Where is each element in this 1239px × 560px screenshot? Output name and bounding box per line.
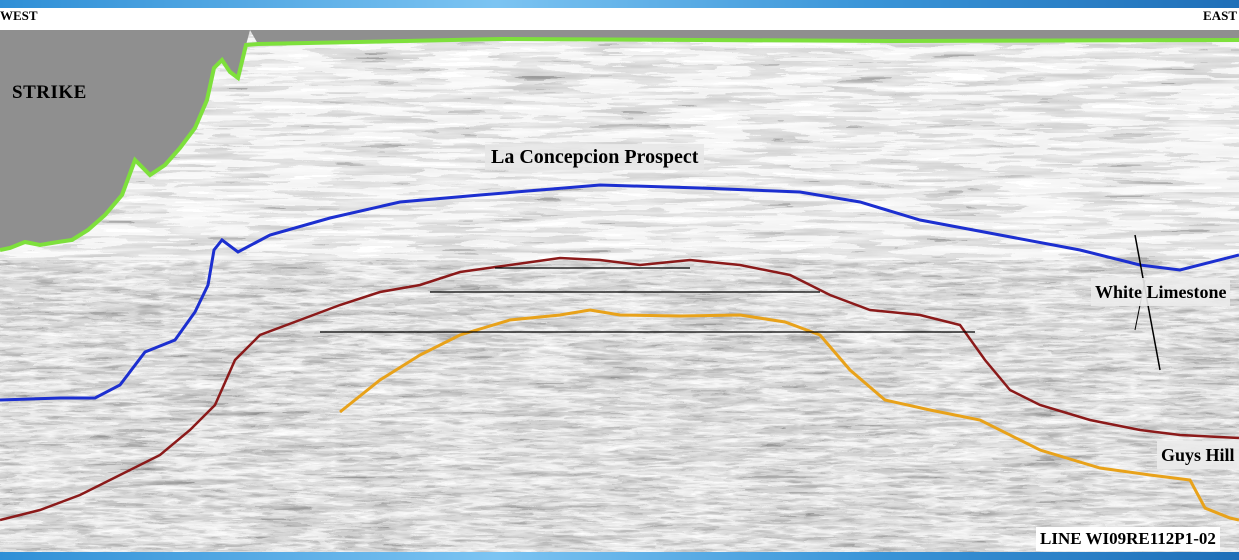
prospect-label: La Concepcion Prospect xyxy=(485,144,705,170)
white-limestone-label: White Limestone xyxy=(1091,278,1231,306)
east-direction-label: EAST xyxy=(1203,8,1237,23)
deep-horizon xyxy=(339,308,1239,522)
seismic-section xyxy=(0,30,1239,552)
seismic-texture-deep xyxy=(0,260,1239,552)
white-limestone-horizon xyxy=(0,183,1239,402)
water-column xyxy=(0,30,250,250)
strike-label: STRIKE xyxy=(12,82,87,103)
guys-hill-label: Guys Hill xyxy=(1157,441,1239,469)
header-strip xyxy=(0,8,1239,30)
west-direction-label: WEST xyxy=(0,8,38,23)
top-frame-border xyxy=(0,0,1239,8)
guys-hill-horizon xyxy=(0,256,1239,522)
line-id-label: LINE WI09RE112P1-02 xyxy=(1036,527,1220,551)
bottom-frame-border xyxy=(0,552,1239,560)
seafloor-horizon xyxy=(0,36,1239,252)
